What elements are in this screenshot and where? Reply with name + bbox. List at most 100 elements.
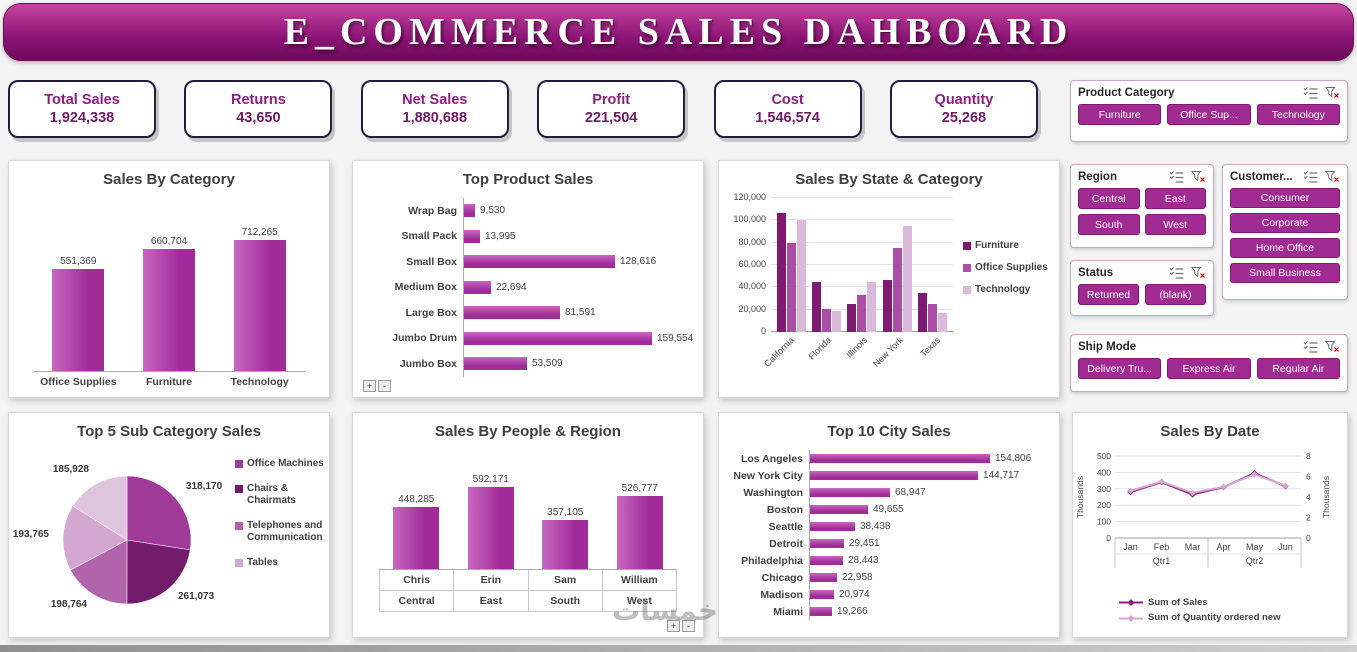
expand-button[interactable]: + xyxy=(667,620,680,632)
bar-track: 81,591 xyxy=(463,300,695,326)
data-point-marker xyxy=(1127,487,1134,495)
bar-track: 22,958 xyxy=(809,569,1051,586)
chart-sales-by-state-category: Sales By State & Category 0 20,000 40,000 6… xyxy=(718,160,1060,398)
banner: E_COMMERCE SALES DAHBOARD xyxy=(3,3,1354,61)
bar-column: 526,777 xyxy=(603,483,678,569)
slicer-item-corporate[interactable]: Corporate xyxy=(1230,213,1340,233)
expand-button[interactable]: + xyxy=(363,380,376,392)
axis-category-label: Central xyxy=(379,591,453,611)
clear-filter-icon[interactable] xyxy=(1191,170,1206,183)
legend-item: Office Machines xyxy=(235,458,325,470)
slicer-item-east[interactable]: East xyxy=(1144,188,1206,209)
multi-select-icon[interactable] xyxy=(1303,340,1318,353)
bar-category-label: Small Pack xyxy=(401,230,457,243)
bar-group xyxy=(812,282,842,332)
slicer-customer-segment: Customer... Consumer Corporate Home Offi… xyxy=(1222,164,1348,300)
bar-category-label: Los Angeles xyxy=(740,452,803,465)
y-axis-tick-label: 100,000 xyxy=(733,214,766,225)
slicer-item-delivery-truck[interactable]: Delivery Tru... xyxy=(1078,358,1162,379)
slicer-item-home-office[interactable]: Home Office xyxy=(1230,238,1340,258)
bar-track: 49,655 xyxy=(809,501,1051,518)
bar-category-label: Miami xyxy=(773,605,803,618)
bar xyxy=(52,269,105,371)
collapse-button[interactable]: - xyxy=(378,380,391,392)
slicer-item-regular-air[interactable]: Regular Air xyxy=(1256,358,1340,379)
pie-value-label: 318,170 xyxy=(186,481,223,492)
bar-category-label: New York City xyxy=(733,469,803,482)
clear-filter-icon[interactable] xyxy=(1325,340,1340,353)
gridline xyxy=(771,264,953,265)
chart-body: 318,170 261,073 198,764 193,765 185,928 Offic… xyxy=(9,444,329,634)
bar-track: 28,443 xyxy=(809,552,1051,569)
bar-row: Small Box 128,616 xyxy=(361,249,695,275)
kpi-cost: Cost 1,546,574 xyxy=(713,80,862,138)
legend-label: Sum of Sales xyxy=(1148,597,1208,608)
bar xyxy=(143,249,195,371)
y-axis-tick-label: 0 xyxy=(760,326,766,336)
slicer-item-south[interactable]: South xyxy=(1078,214,1140,235)
slicer-item-office-supplies[interactable]: Office Sup... xyxy=(1167,104,1251,125)
chart-title: Sales By State & Category xyxy=(795,171,983,188)
bar-row: New York City 144,717 xyxy=(727,467,1051,484)
pie-value-label: 193,765 xyxy=(13,529,50,540)
slicer-item-furniture[interactable]: Furniture xyxy=(1078,104,1162,125)
bar-track: 53,509 xyxy=(463,351,695,377)
y-axis-tick-label: 120,000 xyxy=(733,192,766,202)
bar-row: Miami 19,266 xyxy=(727,603,1051,620)
slicer-item-central[interactable]: Central xyxy=(1078,188,1140,209)
bar-track: 29,451 xyxy=(809,535,1051,552)
bar-track: 22,694 xyxy=(463,274,695,300)
pie-slice xyxy=(126,539,191,605)
pivot-field-buttons: + - xyxy=(363,380,391,392)
legend-item: Sum of Quantity ordered new xyxy=(1119,612,1347,623)
slicer-item-technology[interactable]: Technology xyxy=(1256,104,1340,125)
x-axis-tick-label: Apr xyxy=(1216,542,1230,552)
slicer-product-category: Product Category Furniture Office Sup...… xyxy=(1070,80,1348,142)
multi-select-icon[interactable] xyxy=(1303,86,1318,99)
bar xyxy=(902,226,912,332)
kpi-value: 221,504 xyxy=(584,110,638,126)
bar-value-label: 53,509 xyxy=(532,358,563,370)
axis-category-label: Erin xyxy=(453,570,527,590)
legend-label: Tables xyxy=(247,557,278,568)
multi-select-icon[interactable] xyxy=(1169,170,1184,183)
clear-filter-icon[interactable] xyxy=(1325,86,1340,99)
bar-category-label: Seattle xyxy=(768,520,803,533)
slicer-title: Product Category xyxy=(1078,86,1175,99)
bar xyxy=(832,311,842,332)
legend-marker xyxy=(1119,599,1143,607)
bar-row: Los Angeles 154,806 xyxy=(727,450,1051,467)
bar-value-label: 49,655 xyxy=(873,504,904,515)
multi-select-icon[interactable] xyxy=(1169,266,1184,279)
bar-row: Jumbo Drum 159,554 xyxy=(361,325,695,351)
bar-value-label: 592,171 xyxy=(472,474,509,485)
bar-groups xyxy=(771,198,953,332)
kpi-value: 1,924,338 xyxy=(49,110,115,126)
bar xyxy=(810,556,843,565)
grouped-bar-chart: 0 20,000 40,000 60,000 80,000 100,000 120,000 C… xyxy=(725,192,1055,378)
slicer-item-express-air[interactable]: Express Air xyxy=(1167,358,1251,379)
axis-category-row: Office Supplies Furniture Technology xyxy=(33,376,305,388)
bar xyxy=(464,280,491,294)
slicer-item-returned[interactable]: Returned xyxy=(1078,284,1139,305)
slicer-item-blank[interactable]: (blank) xyxy=(1145,284,1206,305)
clear-filter-icon[interactable] xyxy=(1191,266,1206,279)
bar-track: 159,554 xyxy=(463,325,695,351)
slicer-title: Status xyxy=(1078,266,1114,279)
clear-filter-icon[interactable] xyxy=(1325,170,1340,183)
bar xyxy=(467,487,514,569)
multi-select-icon[interactable] xyxy=(1303,170,1318,183)
slicer-item-small-business[interactable]: Small Business xyxy=(1230,263,1340,283)
slicer-item-west[interactable]: West xyxy=(1144,214,1206,235)
pie-chart: 318,170 261,073 198,764 193,765 185,928 xyxy=(13,464,223,610)
bar-category-label: Jumbo Drum xyxy=(392,332,457,345)
bar-value-label: 81,591 xyxy=(565,307,596,319)
kpi-value: 25,268 xyxy=(941,110,987,126)
slicer-item-consumer[interactable]: Consumer xyxy=(1230,188,1340,208)
bar-value-label: 357,105 xyxy=(547,507,584,518)
bar-track: 19,266 xyxy=(809,603,1051,620)
bar-category-label: Wrap Bag xyxy=(408,204,457,217)
collapse-button[interactable]: - xyxy=(682,620,695,632)
line-series xyxy=(1130,473,1286,494)
bar-category-label: Large Box xyxy=(405,306,457,319)
